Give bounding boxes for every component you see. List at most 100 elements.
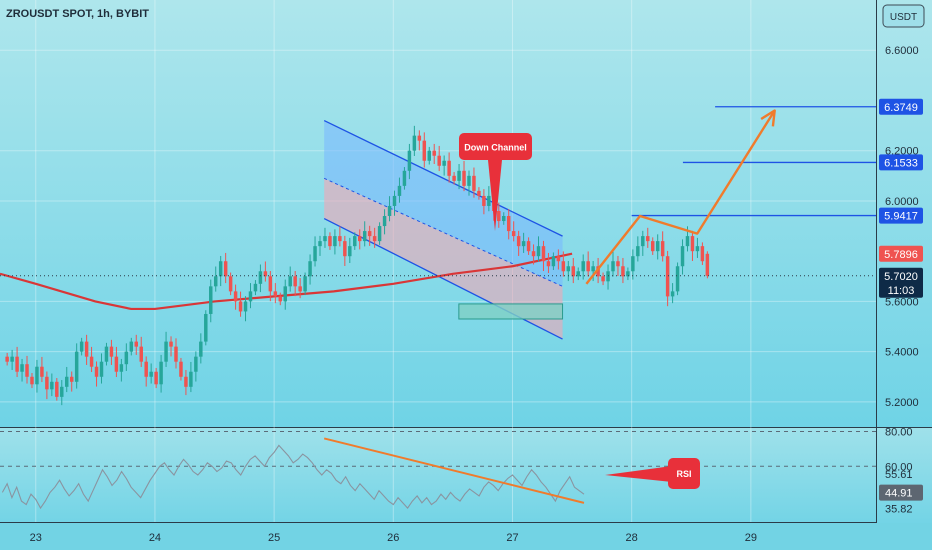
candle — [189, 361, 193, 393]
candle-body — [377, 226, 382, 242]
currency-label: USDT — [890, 12, 917, 23]
price-tick-label: 6.0000 — [885, 196, 919, 208]
candle-body — [313, 246, 317, 262]
price-badges: 6.3749 6.1533 5.9417 5.7896 5.7020 11:03 — [879, 98, 923, 298]
candle — [417, 130, 422, 151]
candle-body — [556, 256, 561, 262]
candle — [40, 356, 44, 383]
candle — [561, 251, 566, 277]
rsi-callout[interactable]: RSI — [605, 458, 700, 489]
candle — [5, 352, 9, 366]
candle-body — [611, 261, 615, 272]
candle-body — [561, 261, 566, 272]
candle-body — [184, 376, 188, 387]
price-tick-label: 5.4000 — [885, 347, 919, 359]
time-tick-label: 25 — [268, 532, 280, 544]
candle-body — [278, 296, 283, 302]
candle — [209, 279, 213, 323]
candle-body — [288, 276, 292, 287]
candle — [452, 172, 456, 185]
price-level-lines[interactable] — [631, 106, 876, 217]
candle-body — [303, 276, 307, 292]
rsi-trendline[interactable] — [323, 437, 585, 504]
candle — [328, 232, 332, 250]
candle-body — [144, 361, 148, 377]
candle — [511, 221, 516, 242]
symbol-title: ZROUSDT SPOT, 1h, BYBIT — [6, 8, 149, 20]
candle — [407, 143, 412, 180]
candle — [313, 236, 317, 267]
rsi-level-label: 80.00 — [885, 426, 913, 438]
candle — [179, 357, 183, 381]
candle — [338, 226, 342, 247]
candle-body — [502, 216, 506, 222]
candle — [700, 242, 705, 265]
candle-body — [35, 366, 39, 385]
candle-body — [427, 150, 431, 161]
candle-body — [631, 256, 635, 272]
candle — [263, 261, 268, 282]
candle-body — [655, 241, 660, 252]
candle — [149, 363, 153, 384]
candle — [109, 339, 114, 365]
candle — [308, 254, 312, 285]
candle-body — [591, 266, 595, 272]
level-badge-bg — [879, 154, 923, 171]
candle-body — [204, 313, 208, 342]
channel-upper-line[interactable] — [323, 119, 563, 237]
candle — [15, 346, 19, 378]
candle — [353, 232, 357, 250]
candle — [45, 371, 49, 400]
rsi-callout-pointer — [605, 466, 672, 482]
rsi-value-label: 44.91 — [885, 488, 913, 500]
candle — [114, 346, 119, 378]
candle-body — [700, 246, 705, 262]
candle — [387, 196, 392, 222]
candle — [268, 271, 273, 302]
candle — [576, 267, 580, 281]
candle-body — [606, 271, 610, 282]
candle-body — [15, 356, 19, 372]
candle-body — [690, 236, 695, 252]
candle — [273, 283, 278, 304]
time-axis-labels: 23 24 25 26 27 28 29 — [30, 532, 757, 544]
candle — [174, 338, 178, 369]
candle — [655, 234, 660, 260]
candle — [516, 230, 521, 256]
candle — [243, 296, 248, 322]
candle — [199, 333, 203, 364]
candle-body — [79, 341, 84, 352]
rsi-value-badge-bg — [879, 484, 923, 501]
candle — [30, 372, 34, 389]
down-channel-callout[interactable]: Down Channel — [459, 133, 532, 231]
candle-body — [581, 261, 585, 272]
currency-button[interactable]: USDT — [882, 4, 925, 28]
candle — [233, 284, 238, 310]
candle-body — [10, 356, 14, 362]
candle — [65, 366, 69, 393]
candle-body — [348, 246, 352, 257]
candle-body — [258, 271, 263, 284]
last-price-badge-bg — [879, 245, 923, 262]
candle — [382, 209, 387, 235]
candle-body — [521, 241, 526, 247]
candle-body — [482, 195, 486, 206]
candle-body — [412, 135, 417, 151]
support-zone-box[interactable] — [458, 303, 564, 320]
candle — [124, 343, 129, 371]
candle — [586, 251, 590, 277]
candle — [89, 346, 94, 372]
candle — [397, 177, 402, 203]
candle-body — [695, 246, 700, 252]
candle-body — [675, 266, 680, 292]
candle-body — [526, 241, 531, 252]
projection-arrow[interactable] — [585, 109, 776, 285]
candle-body — [89, 356, 94, 367]
candle-body — [84, 341, 89, 357]
price-tick-label: 5.6000 — [885, 296, 919, 308]
candle — [84, 334, 89, 365]
candle — [367, 225, 372, 246]
candle-body — [596, 266, 600, 277]
candle — [213, 266, 218, 292]
